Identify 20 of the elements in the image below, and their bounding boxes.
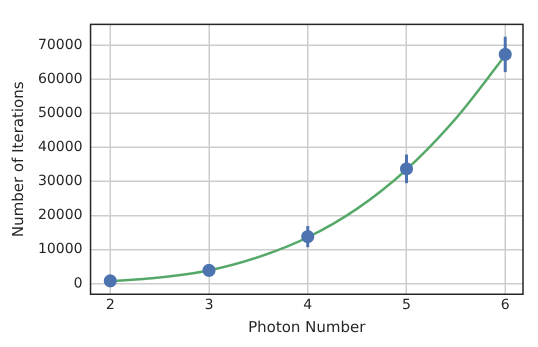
y-axis-title: Number of Iterations: [8, 81, 27, 238]
point: [202, 264, 216, 277]
x-tick-label: 3: [204, 297, 214, 314]
point: [498, 48, 512, 61]
x-tick-label: 5: [402, 297, 411, 314]
y-tick-label: 70000: [38, 36, 83, 53]
y-tick-label: 20000: [38, 207, 83, 224]
y-tick-label: 40000: [38, 139, 83, 156]
y-tick-label: 60000: [38, 70, 83, 87]
y-tick-label: 10000: [38, 241, 83, 258]
y-tick-label: 30000: [38, 173, 83, 190]
x-tick-label: 4: [303, 297, 312, 314]
y-tick-label: 0: [74, 275, 83, 292]
x-tick-label: 6: [500, 297, 510, 314]
x-tick-label: 2: [106, 297, 115, 314]
y-tick-label: 50000: [38, 104, 83, 121]
point: [400, 162, 413, 176]
x-axis-title: Photon Number: [248, 318, 366, 336]
point: [301, 230, 314, 244]
point: [104, 274, 117, 288]
